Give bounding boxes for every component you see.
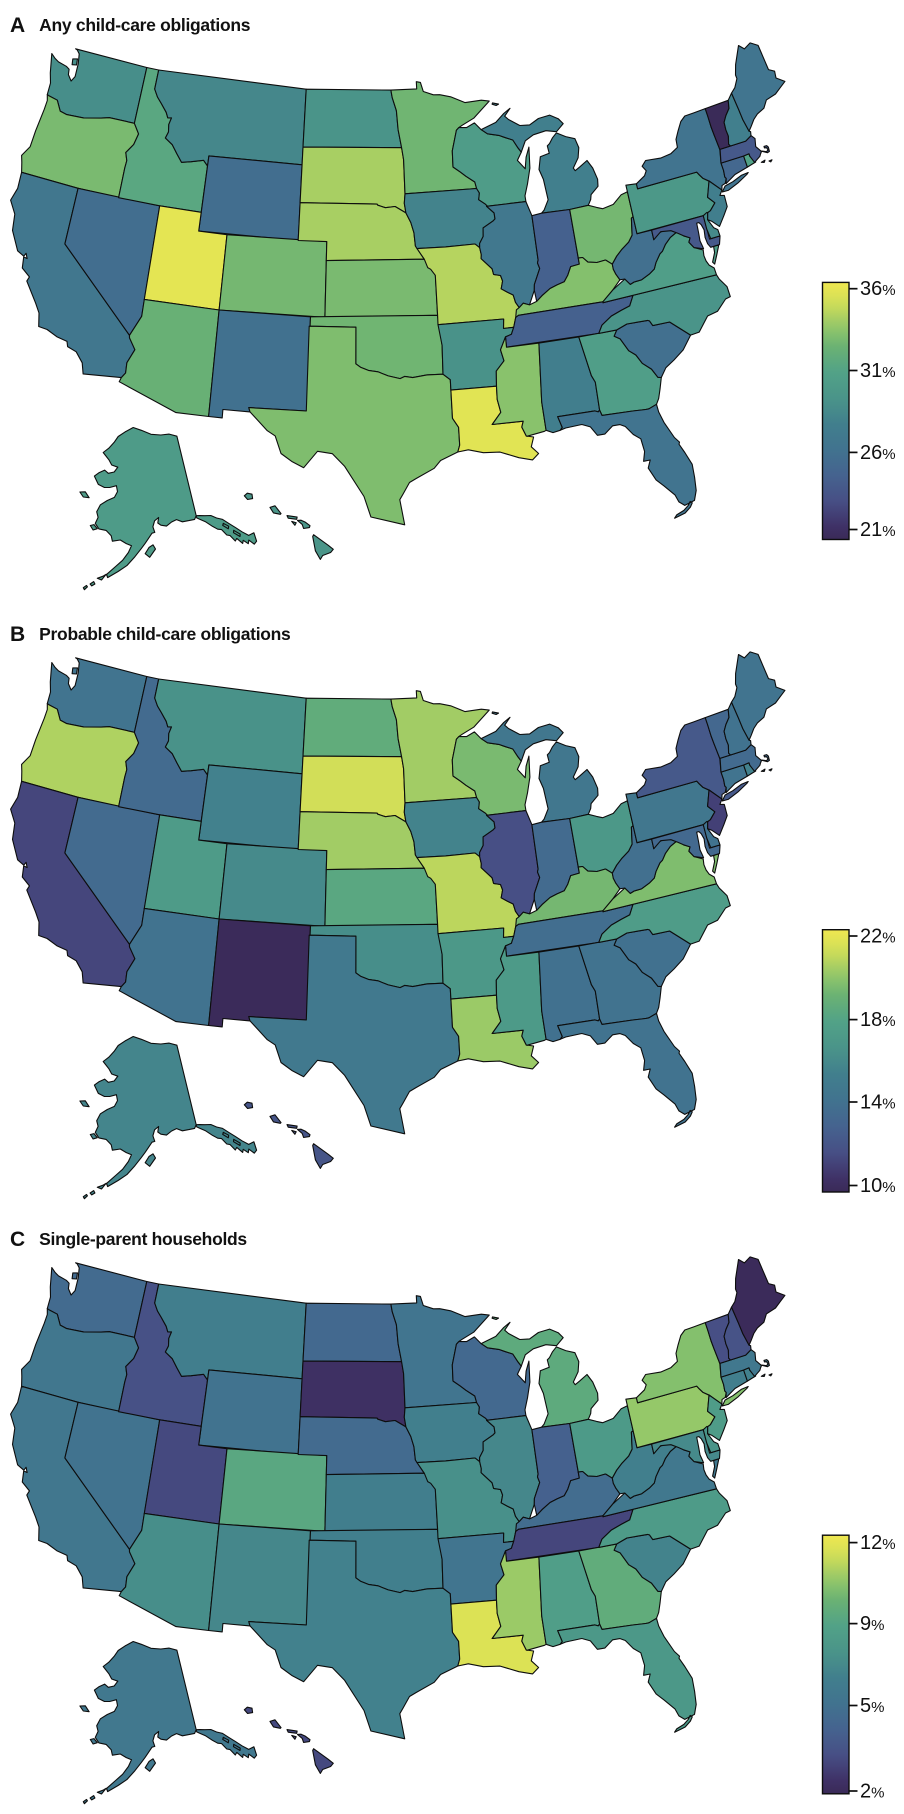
- svg-text:14%: 14%: [860, 1092, 896, 1114]
- svg-text:26%: 26%: [860, 442, 896, 464]
- svg-text:12%: 12%: [860, 1532, 896, 1554]
- svg-text:36%: 36%: [860, 278, 896, 300]
- svg-text:18%: 18%: [860, 1009, 896, 1031]
- svg-text:10%: 10%: [860, 1175, 896, 1197]
- svg-text:5%: 5%: [860, 1695, 884, 1717]
- svg-text:9%: 9%: [860, 1613, 884, 1635]
- svg-text:22%: 22%: [860, 926, 896, 948]
- svg-text:21%: 21%: [860, 519, 896, 541]
- svg-text:2%: 2%: [860, 1781, 884, 1803]
- svg-text:31%: 31%: [860, 360, 896, 382]
